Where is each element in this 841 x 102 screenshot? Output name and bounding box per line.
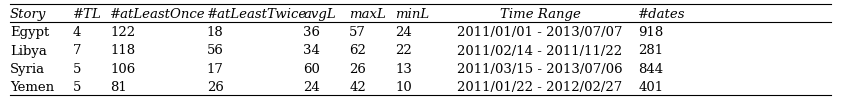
- Text: 401: 401: [638, 81, 664, 94]
- Text: 2011/01/01 - 2013/07/07: 2011/01/01 - 2013/07/07: [458, 26, 622, 39]
- Text: 81: 81: [110, 81, 127, 94]
- Text: 42: 42: [349, 81, 366, 94]
- Text: avgL: avgL: [303, 8, 336, 21]
- Text: 57: 57: [349, 26, 366, 39]
- Text: #TL: #TL: [72, 8, 102, 21]
- Text: 2011/03/15 - 2013/07/06: 2011/03/15 - 2013/07/06: [458, 63, 622, 76]
- Text: 60: 60: [303, 63, 320, 76]
- Text: Time Range: Time Range: [500, 8, 580, 21]
- Text: 26: 26: [349, 63, 366, 76]
- Text: 26: 26: [207, 81, 224, 94]
- Text: 22: 22: [395, 44, 412, 58]
- Text: 56: 56: [207, 44, 224, 58]
- Text: 106: 106: [110, 63, 135, 76]
- Text: maxL: maxL: [349, 8, 386, 21]
- Text: 2011/01/22 - 2012/02/27: 2011/01/22 - 2012/02/27: [458, 81, 622, 94]
- Text: 13: 13: [395, 63, 412, 76]
- Text: 17: 17: [207, 63, 224, 76]
- Text: 118: 118: [110, 44, 135, 58]
- Text: #atLeastOnce: #atLeastOnce: [110, 8, 206, 21]
- Text: 10: 10: [395, 81, 412, 94]
- Text: 34: 34: [303, 44, 320, 58]
- Text: 844: 844: [638, 63, 664, 76]
- Text: 24: 24: [303, 81, 320, 94]
- Text: #dates: #dates: [638, 8, 686, 21]
- Text: Syria: Syria: [10, 63, 45, 76]
- Text: 4: 4: [72, 26, 81, 39]
- Text: 5: 5: [72, 63, 81, 76]
- Text: 2011/02/14 - 2011/11/22: 2011/02/14 - 2011/11/22: [458, 44, 622, 58]
- Text: Libya: Libya: [10, 44, 46, 58]
- Text: Egypt: Egypt: [10, 26, 49, 39]
- Text: Yemen: Yemen: [10, 81, 54, 94]
- Text: minL: minL: [395, 8, 430, 21]
- Text: 122: 122: [110, 26, 135, 39]
- Text: #atLeastTwice: #atLeastTwice: [207, 8, 307, 21]
- Text: 7: 7: [72, 44, 81, 58]
- Text: 18: 18: [207, 26, 224, 39]
- Text: 281: 281: [638, 44, 664, 58]
- Text: Story: Story: [10, 8, 46, 21]
- Text: 24: 24: [395, 26, 412, 39]
- Text: 5: 5: [72, 81, 81, 94]
- Text: 918: 918: [638, 26, 664, 39]
- Text: 62: 62: [349, 44, 366, 58]
- Text: 36: 36: [303, 26, 320, 39]
